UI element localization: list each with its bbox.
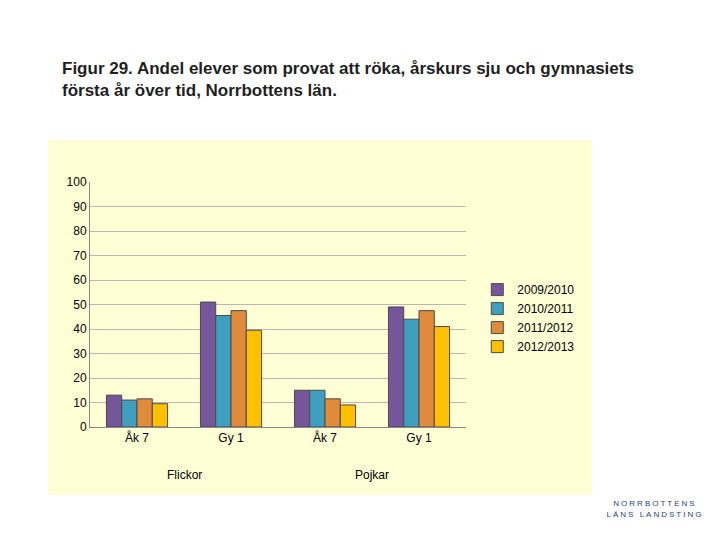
svg-text:2012/2013: 2012/2013 (517, 340, 574, 354)
svg-text:Åk 7: Åk 7 (125, 430, 149, 445)
html-text:NORRBOTTENS: NORRBOTTENS (613, 499, 697, 508)
svg-text:50: 50 (73, 298, 87, 312)
svg-text:40: 40 (73, 322, 87, 336)
svg-text:Åk 7: Åk 7 (313, 430, 337, 445)
svg-text:20: 20 (73, 371, 87, 385)
svg-text:Flickor: Flickor (167, 468, 202, 482)
svg-text:0: 0 (80, 420, 87, 434)
html-text:LÄNS LANDSTING: LÄNS LANDSTING (606, 510, 704, 519)
svg-text:30: 30 (73, 347, 87, 361)
svg-text:60: 60 (73, 273, 87, 287)
svg-text:Pojkar: Pojkar (355, 468, 389, 482)
svg-text:Gy 1: Gy 1 (218, 431, 244, 445)
svg-text:2009/2010: 2009/2010 (517, 283, 574, 297)
svg-text:70: 70 (73, 249, 87, 263)
svg-text:2010/2011: 2010/2011 (517, 302, 573, 316)
svg-text:100: 100 (67, 175, 87, 189)
html-text:Figur 29. Andel elever som pro: Figur 29. Andel elever som provat att rö… (62, 59, 634, 100)
svg-text:80: 80 (73, 224, 87, 238)
svg-text:Gy 1: Gy 1 (406, 431, 432, 445)
svg-text:90: 90 (73, 200, 87, 214)
svg-text:10: 10 (73, 396, 87, 410)
svg-text:2011/2012: 2011/2012 (517, 321, 573, 335)
